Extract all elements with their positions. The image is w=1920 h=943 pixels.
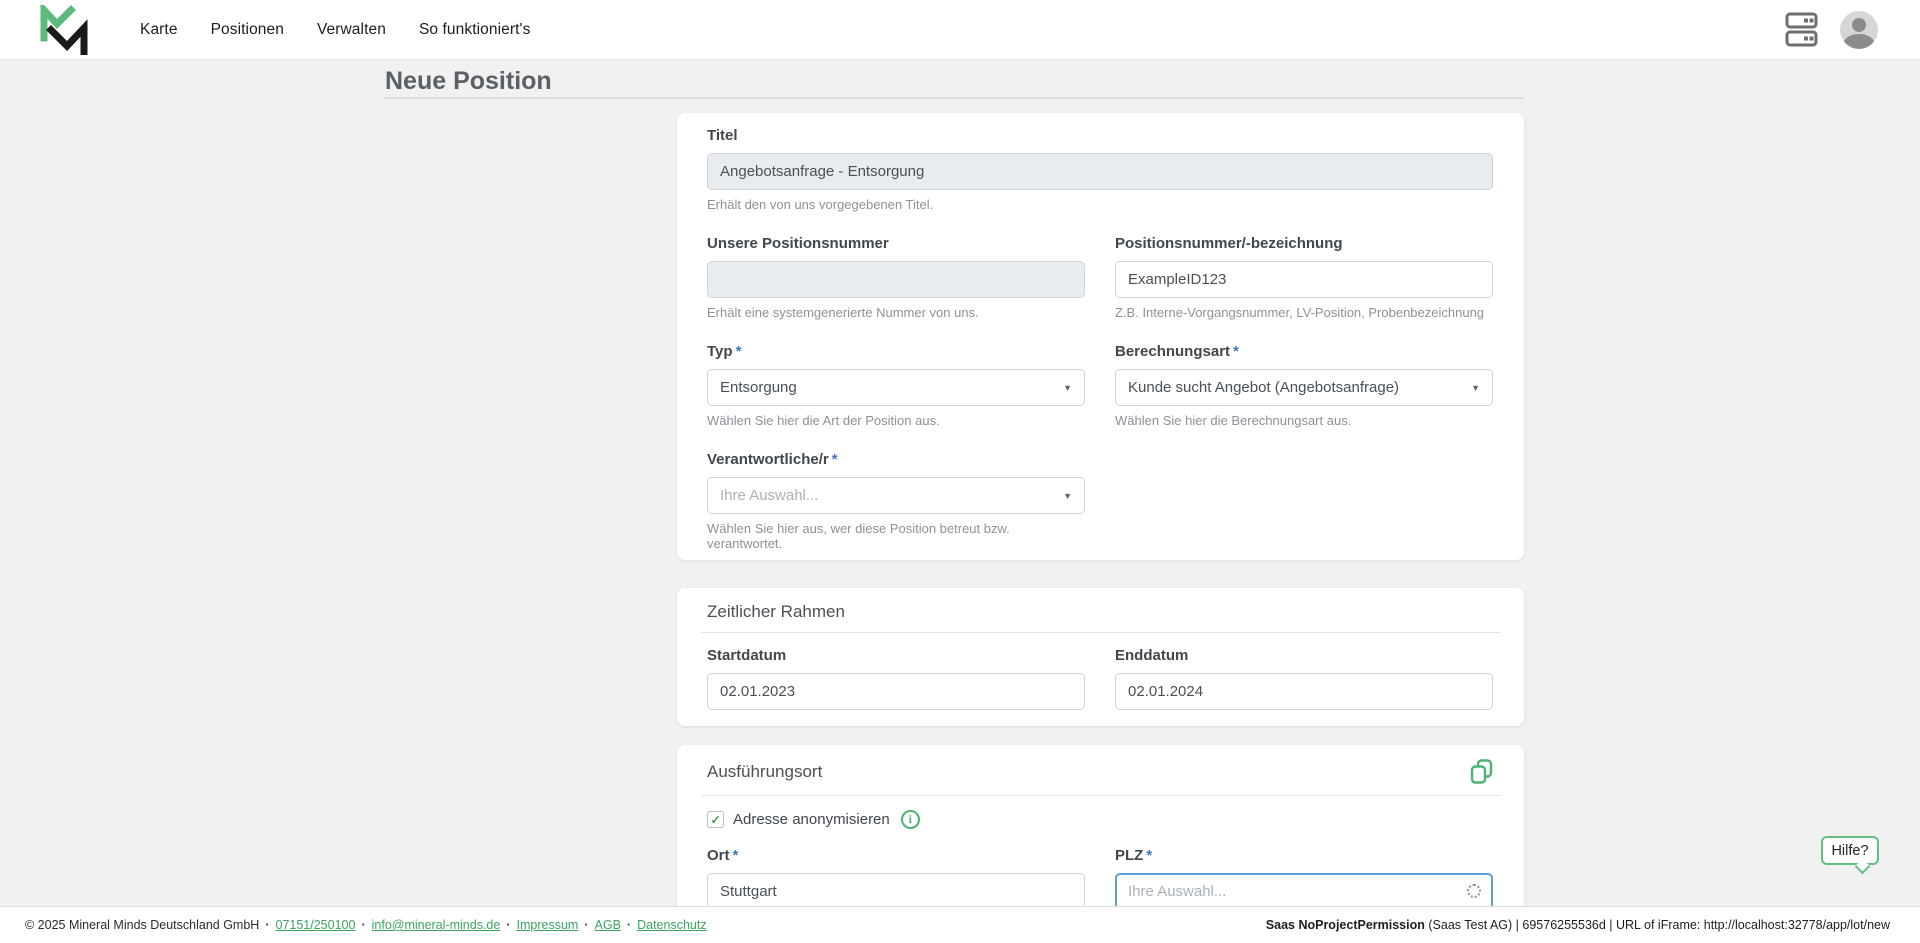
berechnungsart-label-text: Berechnungsart [1115,343,1231,360]
footer-link-impressum[interactable]: Impressum [516,918,579,932]
berechnungsart-label: Berechnungsart * [1115,343,1493,360]
chevron-down-icon: ▼ [1063,490,1072,501]
unsere-positionsnummer-input [707,261,1085,298]
footer-left: © 2025 Mineral Minds Deutschland GmbH · … [25,918,707,932]
nav-item-so-funktionierts[interactable]: So funktioniert's [418,20,531,38]
checkmark-icon: ✓ [710,812,721,827]
startdatum-label: Startdatum [707,647,787,664]
positionsnummer-label: Positionsnummer/-bezeichnung [1115,235,1343,252]
help-bubble-tail [1854,858,1871,875]
typ-select[interactable]: Entsorgung ▼ [707,369,1085,406]
plz-label-text: PLZ [1115,847,1144,864]
chevron-down-icon: ▼ [1471,382,1480,393]
info-icon[interactable]: i [900,810,920,829]
verantwortliche-select-placeholder: Ihre Auswahl... [720,487,819,504]
top-navbar: Karte Positionen Verwalten So funktionie… [0,0,1920,60]
required-asterisk: * [735,343,742,360]
footer-environment-info: Saas NoProjectPermission (Saas Test AG) … [1266,918,1890,932]
typ-helper: Wählen Sie hier die Art der Position aus… [707,413,940,428]
copy-icon[interactable] [1470,759,1494,785]
loading-spinner-icon [1467,884,1481,898]
mineral-minds-logo-icon[interactable] [38,4,90,55]
title-divider [385,97,1524,99]
plz-label: PLZ * [1115,847,1493,864]
header-right [1785,10,1878,49]
required-asterisk: * [732,847,739,864]
page-content: Neue Position Titel Erhält den von uns v… [0,60,1920,906]
positionsnummer-helper: Z.B. Interne-Vorgangsnummer, LV-Position… [1115,305,1485,320]
typ-label: Typ * [707,343,1085,360]
footer-tenant-name: Saas NoProjectPermission [1265,918,1425,932]
berechnungsart-helper: Wählen Sie hier die Berechnungsart aus. [1115,413,1352,428]
footer: © 2025 Mineral Minds Deutschland GmbH · … [0,906,1920,943]
zeitlicher-rahmen-heading: Zeitlicher Rahmen [707,602,845,621]
startdatum-input[interactable] [707,673,1085,710]
server-stack-icon[interactable] [1785,11,1818,48]
page-title: Neue Position [385,67,552,95]
verantwortliche-select[interactable]: Ihre Auswahl... ▼ [707,477,1085,514]
required-asterisk: * [1233,343,1239,360]
berechnungsart-select[interactable]: Kunde sucht Angebot (Angebotsanfrage) ▼ [1115,369,1493,406]
footer-separator: · [584,918,589,932]
chevron-down-icon: ▼ [1063,382,1072,393]
plz-input[interactable] [1115,873,1493,906]
card-divider [701,795,1500,796]
ort-label: Ort * [707,847,1085,864]
footer-link-email[interactable]: info@mineral-minds.de [371,918,501,932]
verantwortliche-label-text: Verantwortliche/r [707,451,829,468]
ausfuehrungsort-heading: Ausführungsort [707,762,823,781]
berechnungsart-select-value: Kunde sucht Angebot (Angebotsanfrage) [1128,379,1400,396]
typ-select-value: Entsorgung [720,379,797,396]
typ-label-text: Typ [707,343,733,360]
verantwortliche-helper: Wählen Sie hier aus, wer diese Position … [707,521,1010,551]
footer-separator: · [361,918,366,932]
avatar-body-icon [1844,33,1874,49]
adresse-anonymisieren-label: Adresse anonymisieren [733,811,890,828]
footer-separator: · [506,918,511,932]
unsere-positionsnummer-label: Unsere Positionsnummer [707,235,889,252]
help-button-label: Hilfe? [1831,842,1869,859]
enddatum-input[interactable] [1115,673,1493,710]
verantwortliche-label: Verantwortliche/r * [707,451,1085,468]
footer-separator: · [626,918,632,932]
zeitlicher-rahmen-card: Zeitlicher Rahmen Startdatum Enddatum [677,588,1524,726]
ort-input[interactable] [707,873,1085,906]
info-icon-glyph: i [908,812,912,826]
unsere-positionsnummer-helper: Erhält eine systemgenerierte Nummer von … [707,305,979,320]
titel-input [707,153,1493,190]
footer-link-agb[interactable]: AGB [594,918,621,932]
footer-separator: · [265,918,270,932]
ausfuehrungsort-card: Ausführungsort ✓ Adresse anonymisieren i… [677,745,1524,906]
nav-item-positionen[interactable]: Positionen [210,20,284,38]
avatar-head-icon [1852,17,1866,32]
ort-label-text: Ort [707,847,730,864]
nav-item-verwalten[interactable]: Verwalten [316,20,386,38]
footer-session-info: (Saas Test AG) | 69576255536d | URL of i… [1424,918,1890,932]
nav-item-karte[interactable]: Karte [140,20,178,38]
positionsnummer-input[interactable] [1115,261,1493,298]
user-avatar[interactable] [1840,10,1878,49]
enddatum-label: Enddatum [1115,647,1189,664]
main-nav: Karte Positionen Verwalten So funktionie… [140,21,530,39]
footer-link-datenschutz[interactable]: Datenschutz [637,918,707,932]
required-asterisk: * [831,451,838,468]
titel-label: Titel [707,127,738,144]
footer-link-phone[interactable]: 07151/250100 [275,918,356,932]
titel-helper: Erhält den von uns vorgegebenen Titel. [707,197,934,212]
required-asterisk: * [1146,847,1153,864]
card-divider [701,632,1500,633]
adresse-anonymisieren-checkbox[interactable]: ✓ [707,811,724,828]
help-button[interactable]: Hilfe? [1821,836,1879,875]
position-details-card: Titel Erhält den von uns vorgegebenen Ti… [677,113,1524,560]
footer-copyright: © 2025 Mineral Minds Deutschland GmbH [25,918,260,932]
